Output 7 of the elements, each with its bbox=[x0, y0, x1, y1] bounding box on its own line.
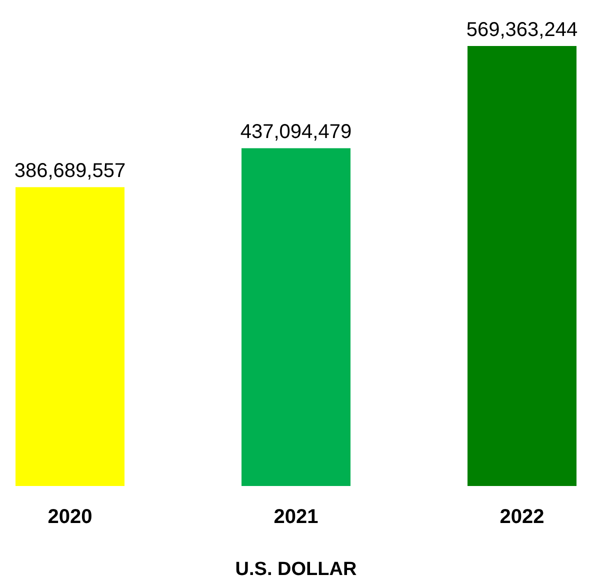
data-label: 437,094,479 bbox=[240, 121, 352, 144]
x-tick-label: 2020 bbox=[48, 506, 92, 528]
data-label: 569,363,244 bbox=[466, 19, 578, 41]
data-label: 386,689,557 bbox=[14, 160, 126, 182]
x-axis-title: U.S. DOLLAR bbox=[235, 559, 357, 580]
x-tick-label: 2022 bbox=[500, 506, 544, 528]
x-tick-label: 2021 bbox=[274, 506, 318, 528]
